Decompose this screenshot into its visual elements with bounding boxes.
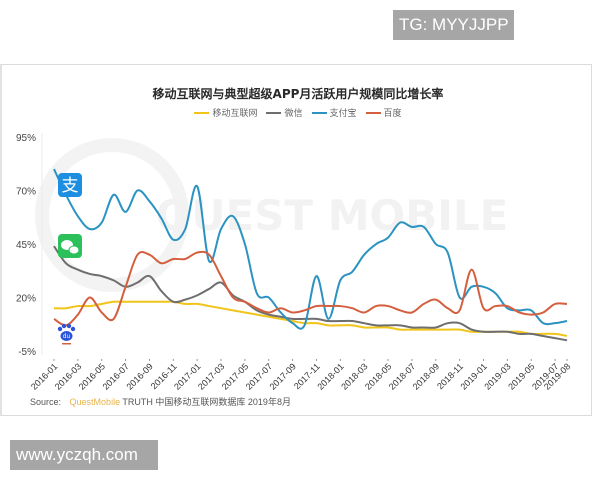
y-tick-label: 45% — [16, 240, 36, 251]
legend-swatch-wechat — [266, 111, 282, 114]
legend-item-alipay: 支付宝 — [311, 106, 357, 119]
legend-label: 支付宝 — [329, 109, 357, 119]
chart-legend: 移动互联网 微信 支付宝 百度 — [2, 106, 594, 119]
baidu-glyph: du — [63, 333, 71, 340]
x-tick-label: 2016-09 — [124, 361, 154, 391]
series-line-1 — [53, 245, 568, 342]
watermark-top-badge: TG: MYYJJPP — [393, 10, 514, 40]
legend-label: 移动互联网 — [212, 109, 258, 119]
legend-label: 百度 — [383, 109, 402, 119]
y-axis: 95% 70% 45% 20% -5% — [16, 133, 43, 358]
source-brand: QuestMobile — [69, 397, 121, 407]
line-plot: QUEST MOBILE 95% 70% 45% 20% -5% 2016-012016… — [16, 133, 572, 392]
x-tick-label: 2017-09 — [268, 361, 298, 391]
alipay-icon — [58, 173, 82, 197]
watermark-text: QUEST MOBILE — [156, 191, 509, 240]
legend-swatch-mobile-internet — [194, 111, 210, 114]
source-note: Source: QuestMobile TRUTH 中国移动互联网数据库 201… — [30, 395, 291, 408]
background-watermark: QUEST MOBILE — [35, 138, 509, 292]
legend-item-mobile-internet: 移动互联网 — [194, 106, 257, 119]
y-tick-label: 70% — [16, 187, 36, 198]
wechat-bubble-small — [68, 245, 80, 255]
legend-swatch-alipay — [311, 111, 327, 114]
series-line-3 — [53, 250, 568, 327]
legend-swatch-baidu — [365, 111, 381, 114]
baidu-paw-toe — [70, 326, 76, 332]
legend-item-wechat: 微信 — [266, 106, 303, 119]
series-lines — [53, 168, 568, 342]
legend-item-baidu: 百度 — [365, 106, 402, 119]
x-tick-label: 2018-09 — [411, 361, 441, 391]
series-line-2 — [53, 168, 568, 330]
source-label: Source: — [30, 397, 62, 407]
y-tick-label: -5% — [18, 347, 36, 358]
watermark-bottom-badge: www.yczqh.com — [10, 440, 158, 470]
baidu-paw-toe — [61, 323, 67, 329]
y-tick-label: 20% — [16, 294, 36, 305]
chart-frame: 移动互联网与典型超级APP月活跃用户规模同比增长率 移动互联网 微信 支付宝 百… — [0, 64, 592, 416]
y-tick-label: 95% — [16, 133, 36, 144]
baidu-paw-toe — [66, 323, 72, 329]
chart-title: 移动互联网与典型超级APP月活跃用户规模同比增长率 — [152, 87, 444, 101]
app-icons: 支 du — [57, 173, 82, 345]
alipay-glyph: 支 — [62, 176, 79, 196]
baidu-underline — [62, 343, 71, 345]
baidu-paw-toe — [57, 326, 63, 332]
x-axis: 2016-012016-032016-052016-072016-092016-… — [29, 359, 572, 392]
source-text: TRUTH 中国移动互联网数据库 2019年8月 — [122, 397, 291, 407]
baidu-icon — [60, 331, 73, 341]
legend-label: 微信 — [284, 109, 303, 119]
